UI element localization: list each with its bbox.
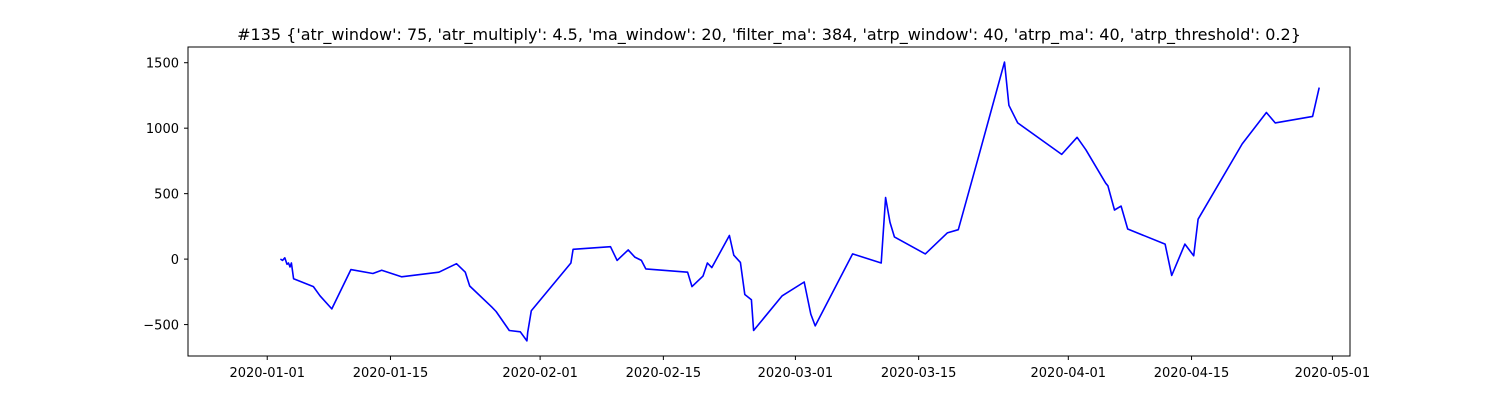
x-tick-label: 2020-04-15: [1154, 366, 1230, 381]
y-tick-label: 500: [154, 188, 179, 203]
y-tick-label: 0: [171, 253, 179, 268]
x-tick-label: 2020-04-01: [1031, 366, 1107, 381]
x-tick-label: 2020-01-01: [229, 366, 305, 381]
x-tick-label: 2020-05-01: [1295, 366, 1371, 381]
series-line: [279, 61, 1320, 342]
y-axis: −500 0 500 1000 1500: [143, 57, 188, 334]
x-tick-label: 2020-02-01: [502, 366, 578, 381]
chart-title: #135 {'atr_window': 75, 'atr_multiply': …: [237, 25, 1301, 45]
x-tick-label: 2020-01-15: [353, 366, 429, 381]
y-tick-label: 1500: [146, 57, 179, 72]
x-tick-label: 2020-02-15: [626, 366, 702, 381]
x-tick-label: 2020-03-01: [758, 366, 834, 381]
plot-series: [279, 61, 1320, 342]
plot-area-frame: [187, 46, 1351, 357]
x-axis: 2020-01-01 2020-01-15 2020-02-01 2020-02-15…: [229, 356, 1370, 381]
x-tick-label: 2020-03-15: [881, 366, 957, 381]
y-tick-label: 1000: [146, 122, 179, 137]
y-tick-label: −500: [143, 319, 179, 334]
